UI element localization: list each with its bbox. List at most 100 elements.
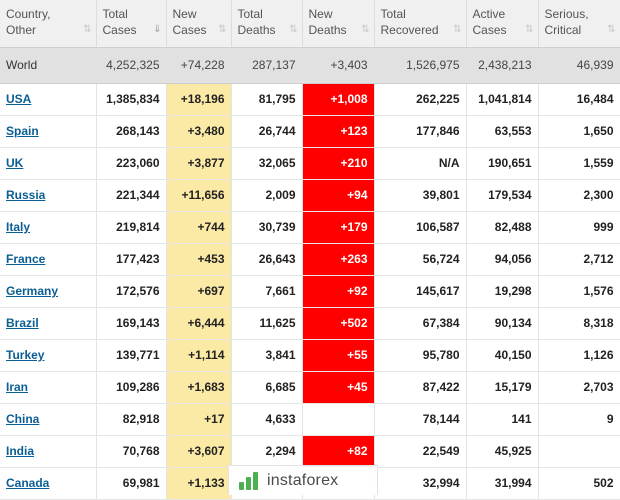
- cell-active-cases: 94,056: [466, 243, 539, 276]
- watermark-text: instaforex: [267, 471, 339, 489]
- country-link[interactable]: Italy: [6, 220, 31, 234]
- sort-icon[interactable]: ⇅: [289, 23, 297, 35]
- cell-total-cases: 169,143: [96, 307, 167, 340]
- cell-serious: [538, 435, 620, 468]
- cell-new-deaths: +92: [302, 275, 375, 308]
- country-link[interactable]: Germany: [6, 284, 59, 298]
- cell-active-cases: 1,041,814: [466, 83, 539, 116]
- table-row: India 70,768 +3,607 2,294 +82 22,549 45,925: [0, 435, 620, 468]
- table-row: Brazil 169,143 +6,444 11,625 +502 67,384 90,13…: [0, 307, 620, 340]
- sort-icon[interactable]: ⇅: [453, 23, 461, 35]
- column-header-total-cases[interactable]: Total Cases ⇓: [96, 0, 167, 48]
- cell-serious: 999: [538, 211, 620, 244]
- column-header-label: Serious,: [544, 7, 589, 21]
- cell-total-cases: 109,286: [96, 371, 167, 404]
- sort-icon[interactable]: ⇅: [607, 23, 615, 35]
- cell-total-deaths: 30,739: [231, 211, 303, 244]
- cell-total-cases: 70,768: [96, 435, 167, 468]
- cell-total-cases: 219,814: [96, 211, 167, 244]
- cell-total-cases: 172,576: [96, 275, 167, 308]
- sort-icon[interactable]: ⇅: [361, 23, 369, 35]
- cell-total-recovered: 145,617: [374, 275, 467, 308]
- column-header-active-cases[interactable]: Active Cases ⇅: [466, 0, 539, 48]
- column-header-new-cases[interactable]: New Cases ⇅: [166, 0, 232, 48]
- cell-total-cases: 268,143: [96, 115, 167, 148]
- cell-total-deaths: 32,065: [231, 147, 303, 180]
- cell-total-recovered: 95,780: [374, 339, 467, 372]
- country-link[interactable]: USA: [6, 92, 32, 106]
- cell-country: Russia: [0, 179, 97, 212]
- cell-active-cases: 40,150: [466, 339, 539, 372]
- cell-total-recovered: 67,384: [374, 307, 467, 340]
- cell-country: Turkey: [0, 339, 97, 372]
- cell-new-cases: +697: [166, 275, 232, 308]
- column-header-new-deaths[interactable]: New Deaths ⇅: [302, 0, 375, 48]
- cell-total-deaths: 4,633: [231, 403, 303, 436]
- cell-total-recovered: 262,225: [374, 83, 467, 116]
- cell-new-deaths: +210: [302, 147, 375, 180]
- cell-new-deaths: +82: [302, 435, 375, 468]
- cell-country: Italy: [0, 211, 97, 244]
- country-link[interactable]: Iran: [6, 380, 29, 394]
- table-body: World 4,252,325 +74,228 287,137 +3,403 1,526,…: [0, 47, 620, 500]
- column-header-label: Cases: [472, 23, 507, 37]
- country-link[interactable]: Spain: [6, 124, 39, 138]
- table-row: USA 1,385,834 +18,196 81,795 +1,008 262,225 1,…: [0, 83, 620, 116]
- cell-total-recovered: 56,724: [374, 243, 467, 276]
- cell-new-deaths: +55: [302, 339, 375, 372]
- cell-total-deaths: 2,009: [231, 179, 303, 212]
- country-link[interactable]: UK: [6, 156, 24, 170]
- column-header-label: Active: [472, 7, 506, 21]
- world-total-row: World 4,252,325 +74,228 287,137 +3,403 1,526,…: [0, 47, 620, 84]
- cell-country: India: [0, 435, 97, 468]
- cell-country: France: [0, 243, 97, 276]
- cell-total-recovered: 87,422: [374, 371, 467, 404]
- country-link[interactable]: China: [6, 412, 40, 426]
- sort-icon[interactable]: ⇓: [153, 23, 161, 35]
- column-header-serious-critical[interactable]: Serious, Critical ⇅: [538, 0, 620, 48]
- cell-total-recovered: 1,526,975: [374, 47, 467, 84]
- sort-icon[interactable]: ⇅: [83, 23, 91, 35]
- country-link[interactable]: Turkey: [6, 348, 45, 362]
- cell-serious: 8,318: [538, 307, 620, 340]
- cell-new-deaths: +123: [302, 115, 375, 148]
- cell-new-cases: +1,683: [166, 371, 232, 404]
- column-header-total-recovered[interactable]: Total Recovered ⇅: [374, 0, 467, 48]
- cell-serious: 46,939: [538, 47, 620, 84]
- cell-new-cases: +453: [166, 243, 232, 276]
- column-header-country[interactable]: Country, Other ⇅: [0, 0, 97, 48]
- cell-new-deaths: +502: [302, 307, 375, 340]
- table-row: Italy 219,814 +744 30,739 +179 106,587 82,488 9…: [0, 211, 620, 244]
- country-link[interactable]: Russia: [6, 188, 46, 202]
- watermark: instaforex: [228, 465, 378, 495]
- table-row: China 82,918 +17 4,633 78,144 141 9: [0, 403, 620, 436]
- country-link[interactable]: Canada: [6, 476, 50, 490]
- cell-serious: 16,484: [538, 83, 620, 116]
- cell-total-recovered: 22,549: [374, 435, 467, 468]
- cell-total-recovered: 78,144: [374, 403, 467, 436]
- cell-country: USA: [0, 83, 97, 116]
- column-header-label: Total: [237, 7, 263, 21]
- cell-total-cases: 69,981: [96, 467, 167, 500]
- column-header-label: Deaths: [308, 23, 347, 37]
- cell-active-cases: 63,553: [466, 115, 539, 148]
- cell-serious: 1,650: [538, 115, 620, 148]
- country-link[interactable]: France: [6, 252, 46, 266]
- column-header-total-deaths[interactable]: Total Deaths ⇅: [231, 0, 303, 48]
- cell-new-cases: +17: [166, 403, 232, 436]
- cell-active-cases: 179,534: [466, 179, 539, 212]
- cell-active-cases: 31,994: [466, 467, 539, 500]
- table-row: Iran 109,286 +1,683 6,685 +45 87,422 15,179 2,7…: [0, 371, 620, 404]
- cell-country: Iran: [0, 371, 97, 404]
- cell-active-cases: 15,179: [466, 371, 539, 404]
- country-link[interactable]: India: [6, 444, 35, 458]
- country-link[interactable]: Brazil: [6, 316, 39, 330]
- sort-icon[interactable]: ⇅: [218, 23, 226, 35]
- cell-country: World: [0, 47, 97, 84]
- sort-icon[interactable]: ⇅: [525, 23, 533, 35]
- cell-total-cases: 221,344: [96, 179, 167, 212]
- cell-total-recovered: 106,587: [374, 211, 467, 244]
- table-row: Russia 221,344 +11,656 2,009 +94 39,801 179,53…: [0, 179, 620, 212]
- cell-new-deaths: +263: [302, 243, 375, 276]
